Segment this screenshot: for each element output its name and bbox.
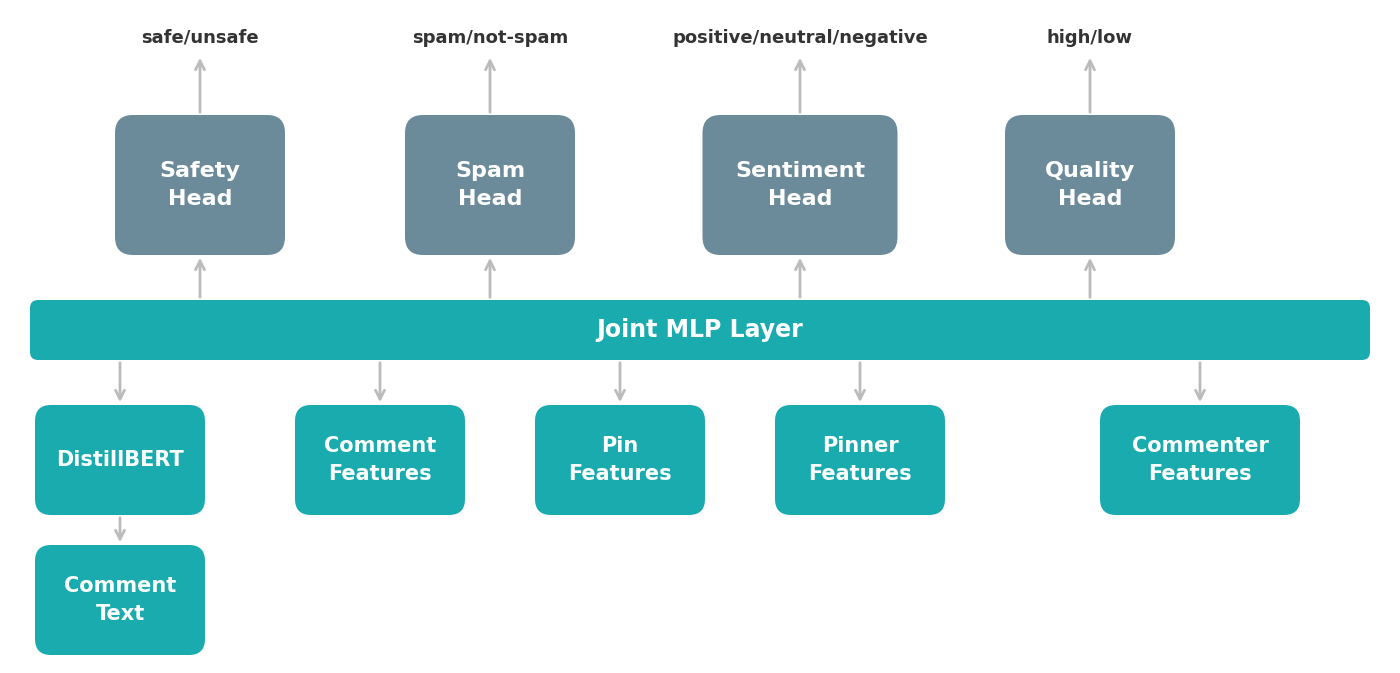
FancyBboxPatch shape	[535, 405, 706, 515]
Text: Pinner
Features: Pinner Features	[808, 436, 911, 484]
Text: spam/not-spam: spam/not-spam	[412, 29, 568, 47]
Text: Sentiment
Head: Sentiment Head	[735, 161, 865, 209]
Text: high/low: high/low	[1047, 29, 1133, 47]
FancyBboxPatch shape	[115, 115, 286, 255]
FancyBboxPatch shape	[405, 115, 575, 255]
Text: Safety
Head: Safety Head	[160, 161, 241, 209]
Text: Comment
Text: Comment Text	[64, 576, 176, 624]
FancyBboxPatch shape	[703, 115, 897, 255]
Text: Spam
Head: Spam Head	[455, 161, 525, 209]
Text: safe/unsafe: safe/unsafe	[141, 29, 259, 47]
FancyBboxPatch shape	[29, 300, 1371, 360]
FancyBboxPatch shape	[776, 405, 945, 515]
FancyBboxPatch shape	[295, 405, 465, 515]
Text: DistillBERT: DistillBERT	[56, 450, 183, 470]
Text: Comment
Features: Comment Features	[323, 436, 437, 484]
FancyBboxPatch shape	[1005, 115, 1175, 255]
FancyBboxPatch shape	[35, 545, 204, 655]
Text: positive/neutral/negative: positive/neutral/negative	[672, 29, 928, 47]
FancyBboxPatch shape	[35, 405, 204, 515]
Text: Pin
Features: Pin Features	[568, 436, 672, 484]
Text: Commenter
Features: Commenter Features	[1131, 436, 1268, 484]
FancyBboxPatch shape	[1100, 405, 1301, 515]
Text: Quality
Head: Quality Head	[1044, 161, 1135, 209]
Text: Joint MLP Layer: Joint MLP Layer	[596, 318, 804, 342]
